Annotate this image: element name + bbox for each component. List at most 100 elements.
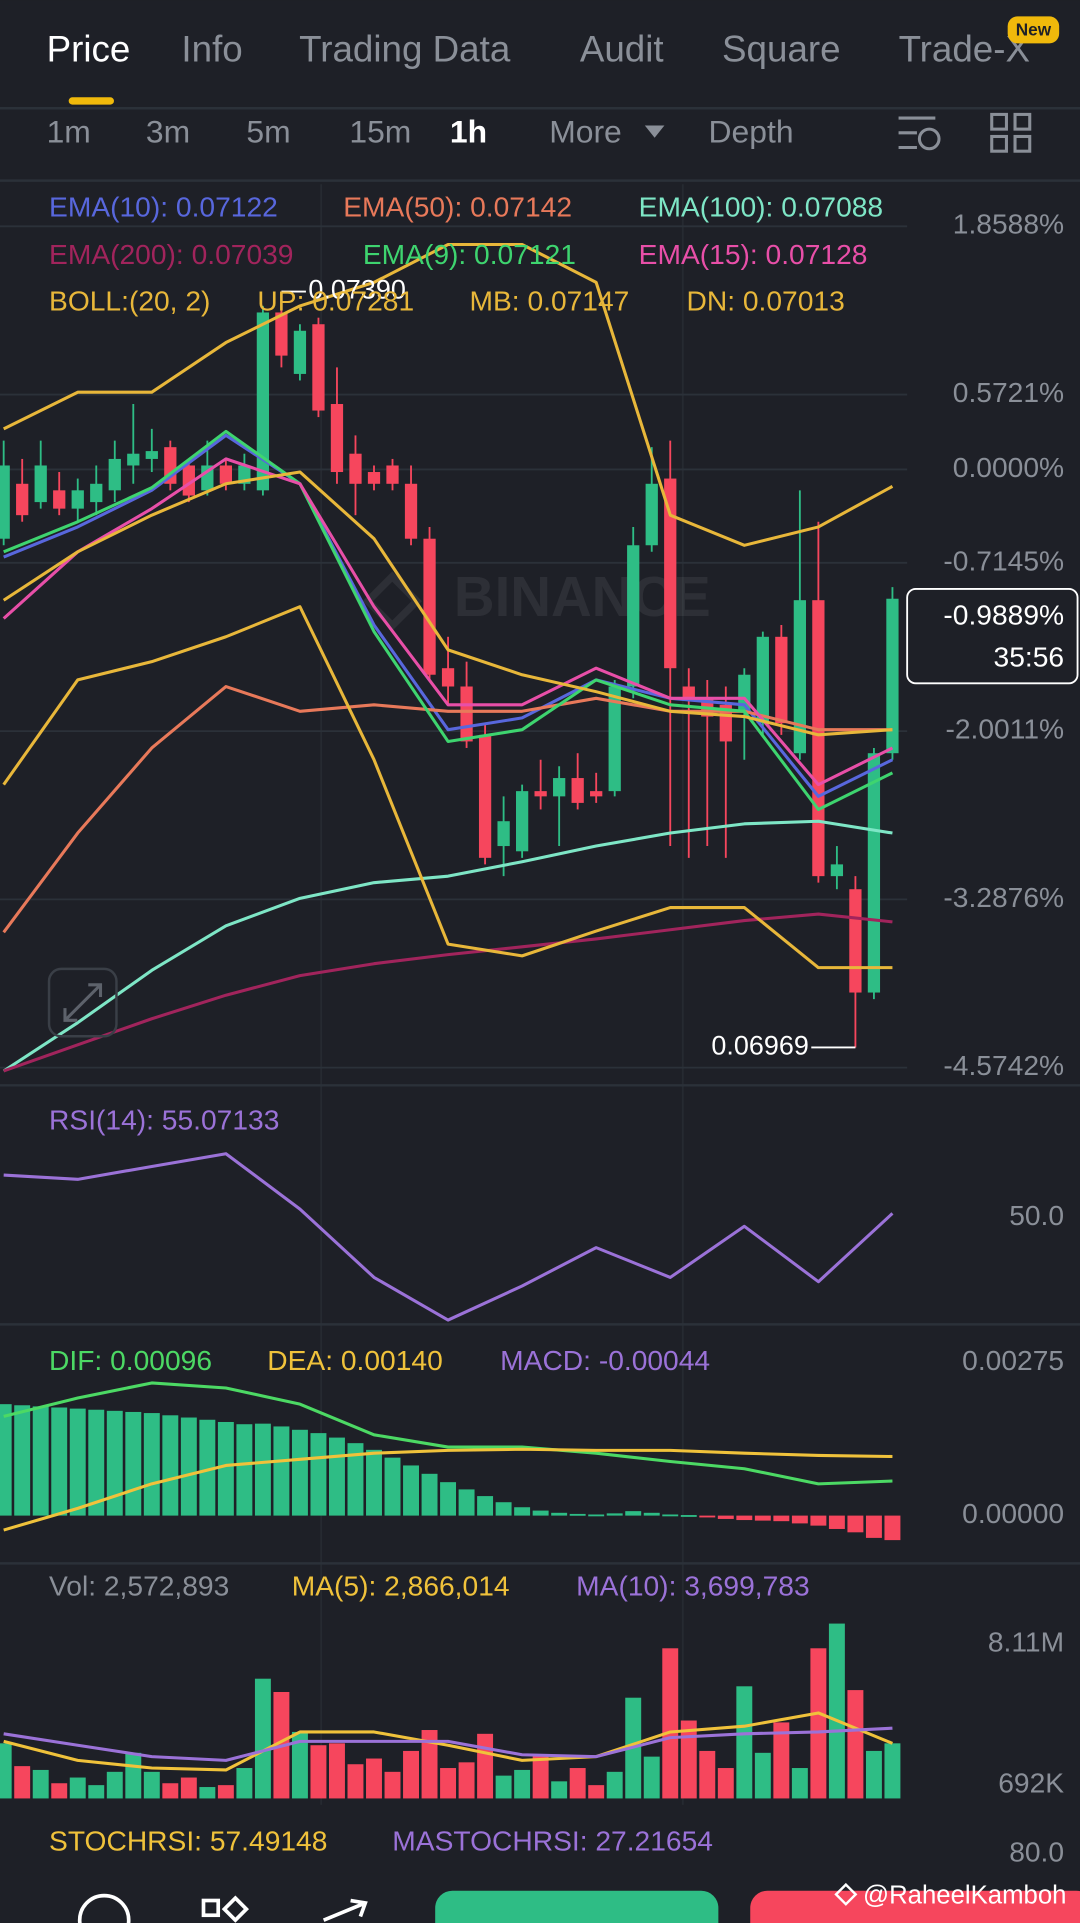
bar bbox=[0, 1743, 12, 1799]
candle-body bbox=[349, 453, 362, 484]
bar bbox=[532, 1510, 549, 1516]
candle-body bbox=[367, 472, 381, 484]
bar bbox=[0, 1404, 12, 1516]
credit: @RaheelKamboh bbox=[863, 1882, 1067, 1910]
tab[interactable]: Price bbox=[47, 29, 131, 70]
bar bbox=[366, 1758, 382, 1799]
y-tick-label: -4.5742% bbox=[943, 1049, 1064, 1081]
interval[interactable]: 1m bbox=[47, 113, 91, 149]
settings-icon[interactable] bbox=[898, 116, 941, 151]
candle-body bbox=[497, 821, 510, 847]
bar bbox=[884, 1515, 901, 1541]
bar bbox=[495, 1502, 512, 1516]
bar bbox=[88, 1785, 105, 1799]
countdown: 35:56 bbox=[994, 640, 1065, 672]
interval[interactable]: 5m bbox=[246, 113, 290, 149]
bar bbox=[440, 1482, 457, 1516]
bar bbox=[643, 1756, 660, 1799]
bar bbox=[366, 1449, 382, 1516]
dropdown-arrow bbox=[644, 125, 665, 138]
interval[interactable]: 1h bbox=[450, 113, 487, 149]
bar bbox=[236, 1768, 253, 1799]
series-line bbox=[3, 1726, 893, 1762]
panel bbox=[0, 1623, 901, 1799]
candle-body bbox=[330, 404, 344, 473]
bar bbox=[532, 1754, 549, 1799]
bottom-icon[interactable] bbox=[77, 1893, 131, 1923]
y-tick-label: 0.5721% bbox=[953, 376, 1064, 408]
candle-body bbox=[127, 453, 140, 466]
bar bbox=[310, 1745, 327, 1799]
bar bbox=[551, 1781, 568, 1799]
interval[interactable]: Depth bbox=[709, 113, 794, 149]
tab[interactable]: Audit bbox=[580, 29, 664, 70]
candle-body bbox=[71, 490, 84, 509]
bar bbox=[865, 1750, 882, 1799]
bar bbox=[588, 1514, 605, 1517]
bar bbox=[606, 1513, 623, 1516]
interval[interactable]: More bbox=[549, 113, 622, 149]
legend-label: EMA(200): 0.07039 bbox=[49, 238, 293, 270]
series-line bbox=[2, 470, 893, 737]
bar bbox=[143, 1413, 160, 1516]
legend-label: MA(5): 2,866,014 bbox=[292, 1569, 510, 1601]
y-tick-label: -2.0011% bbox=[945, 713, 1064, 745]
bar bbox=[162, 1783, 179, 1799]
series-line bbox=[3, 1711, 894, 1772]
bar bbox=[625, 1511, 642, 1516]
bar bbox=[291, 1731, 308, 1799]
y-tick-label: 0.00275 bbox=[962, 1344, 1064, 1376]
sell-button[interactable] bbox=[750, 1890, 1080, 1923]
bar bbox=[143, 1771, 160, 1799]
candle-body bbox=[682, 686, 695, 699]
interval[interactable]: 15m bbox=[349, 113, 411, 149]
bar bbox=[791, 1768, 808, 1799]
series-line bbox=[3, 429, 894, 812]
bar bbox=[662, 1648, 679, 1799]
tab[interactable]: Trading Data bbox=[299, 29, 511, 70]
series-line bbox=[3, 1381, 893, 1486]
bar bbox=[14, 1766, 31, 1799]
bar bbox=[236, 1424, 253, 1516]
bar bbox=[328, 1743, 345, 1799]
candle-body bbox=[441, 668, 455, 687]
candle-body bbox=[53, 490, 66, 509]
tab[interactable]: Square bbox=[722, 29, 841, 70]
candle-body bbox=[108, 458, 121, 491]
bar bbox=[162, 1415, 179, 1516]
bottom-icon[interactable] bbox=[322, 1898, 368, 1922]
y-tick-label: 692K bbox=[998, 1767, 1064, 1799]
bar bbox=[254, 1678, 271, 1799]
bar bbox=[347, 1443, 364, 1516]
bottom-icon[interactable] bbox=[201, 1895, 250, 1923]
bar bbox=[680, 1720, 697, 1799]
low-label: 0.06969 bbox=[711, 1031, 808, 1061]
bar bbox=[403, 1465, 419, 1516]
tab[interactable]: Info bbox=[181, 29, 242, 70]
expand-button[interactable] bbox=[47, 967, 118, 1038]
bar bbox=[69, 1777, 86, 1799]
last-price-label: -0.9889% bbox=[943, 599, 1064, 631]
legend-label: MA(10): 3,699,783 bbox=[576, 1569, 809, 1601]
bar bbox=[495, 1775, 512, 1799]
bar bbox=[88, 1409, 105, 1516]
badge-text: New bbox=[1016, 20, 1052, 40]
bar bbox=[551, 1512, 568, 1516]
candle-body bbox=[590, 791, 603, 797]
buy-button[interactable] bbox=[435, 1890, 719, 1923]
bar bbox=[217, 1785, 234, 1799]
legend-label: RSI(14): 55.07133 bbox=[49, 1104, 279, 1136]
panels: BINANCE 1.8588% 0.5721% 0.0000% -0.7145% -2.0… bbox=[0, 190, 1080, 1799]
indicator-label: STOCHRSI: 57.49148 bbox=[49, 1824, 327, 1856]
bar bbox=[106, 1410, 123, 1516]
layout-icon[interactable] bbox=[990, 112, 1032, 153]
legend-label: DIF: 0.00096 bbox=[49, 1344, 212, 1376]
candle-body bbox=[571, 778, 584, 803]
bar bbox=[106, 1771, 123, 1799]
bar bbox=[588, 1785, 605, 1799]
interval[interactable]: 3m bbox=[146, 113, 190, 149]
tab-underline bbox=[68, 97, 115, 105]
series-line bbox=[3, 1152, 894, 1322]
bar bbox=[717, 1768, 734, 1799]
bar bbox=[384, 1457, 401, 1516]
